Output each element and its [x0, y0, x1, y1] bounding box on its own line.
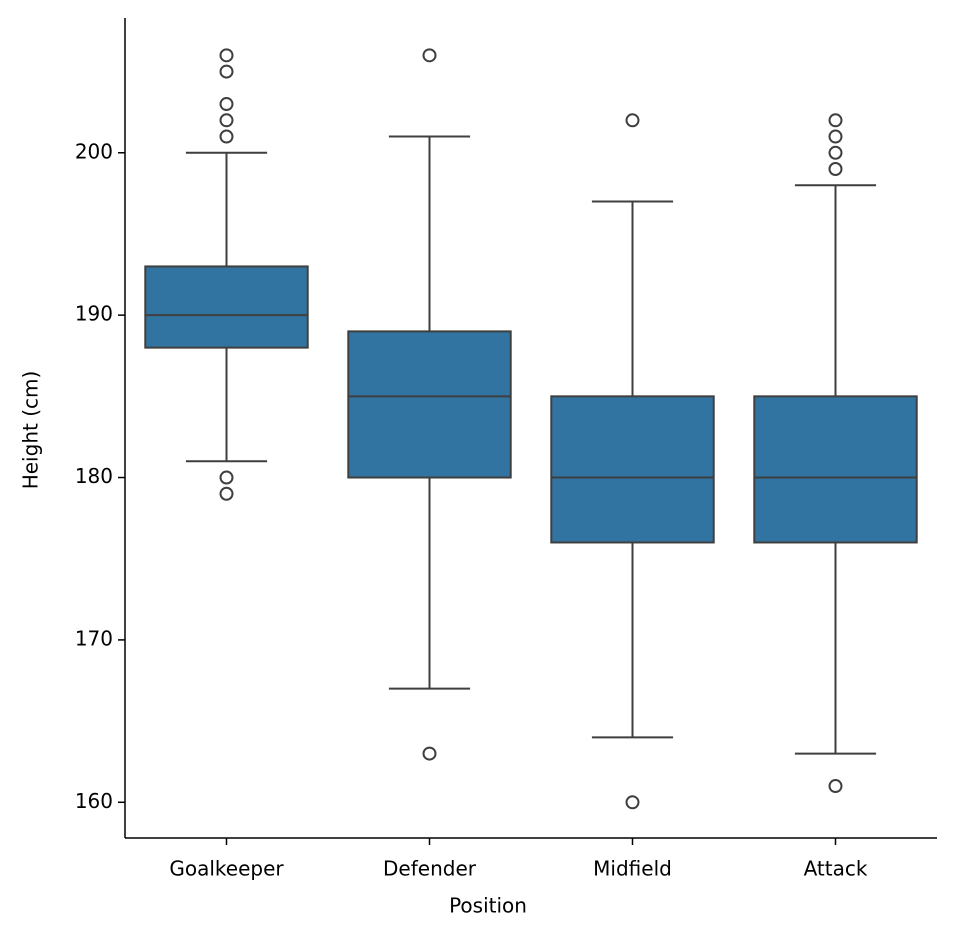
- flier: [828, 162, 843, 177]
- box: [144, 265, 309, 349]
- flier: [828, 113, 843, 128]
- y-tick-label: 170: [75, 626, 113, 650]
- flier: [219, 97, 234, 112]
- flier: [625, 795, 640, 810]
- x-tick-label: Defender: [383, 857, 477, 881]
- x-axis-label: Position: [449, 894, 527, 918]
- y-tick-label: 190: [75, 302, 113, 326]
- flier: [219, 113, 234, 128]
- y-tick-label: 180: [75, 464, 113, 488]
- flier: [828, 779, 843, 794]
- box: [550, 395, 715, 544]
- flier: [422, 746, 437, 761]
- flier: [219, 64, 234, 79]
- x-tick-label: Attack: [804, 857, 868, 881]
- y-tick-label: 200: [75, 139, 113, 163]
- x-tick-label: Midfield: [593, 857, 672, 881]
- y-tick-label: 160: [75, 789, 113, 813]
- flier: [219, 470, 234, 485]
- flier: [219, 129, 234, 144]
- y-axis-label: Height (cm): [19, 371, 43, 490]
- box: [753, 395, 918, 544]
- flier: [219, 486, 234, 501]
- flier: [828, 129, 843, 144]
- flier: [625, 113, 640, 128]
- x-tick-label: Goalkeeper: [169, 857, 284, 881]
- flier: [219, 48, 234, 63]
- box: [347, 330, 512, 479]
- flier: [828, 145, 843, 160]
- flier: [422, 48, 437, 63]
